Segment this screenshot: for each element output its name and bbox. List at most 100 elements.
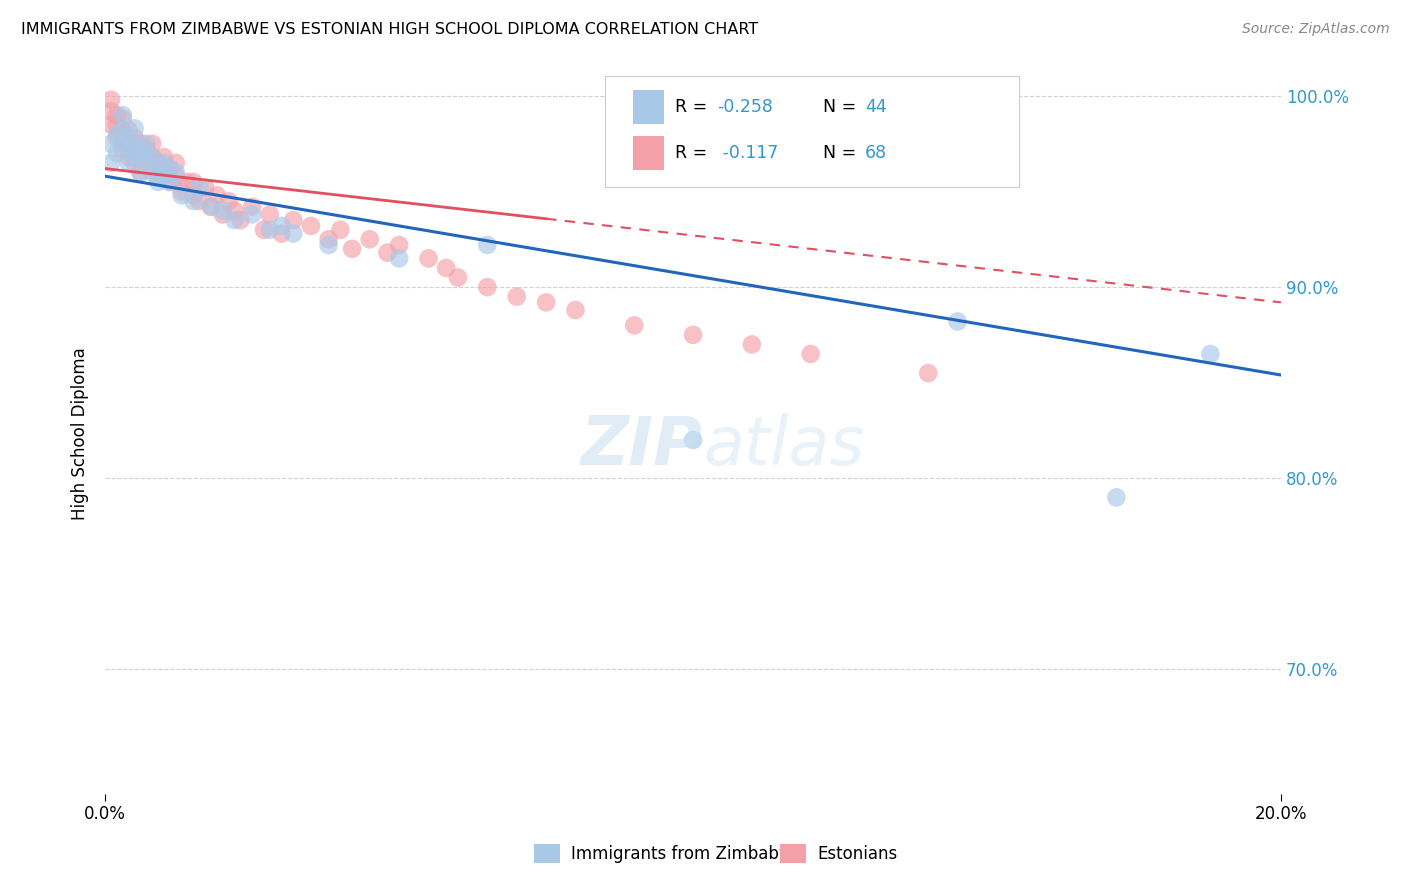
Point: [111, 108, 134, 122]
Point: [741, 337, 763, 351]
Point: [135, 150, 157, 164]
Point: [146, 156, 169, 170]
Point: [183, 188, 205, 202]
Point: [159, 161, 181, 176]
Point: [447, 270, 470, 285]
Point: [129, 146, 152, 161]
Point: [477, 238, 499, 252]
Point: [183, 194, 205, 208]
Point: [159, 175, 181, 189]
Point: [118, 143, 141, 157]
Point: [105, 118, 128, 132]
Text: Estonians: Estonians: [817, 845, 897, 863]
Point: [917, 366, 939, 380]
Point: [111, 136, 134, 151]
Point: [418, 252, 440, 266]
Point: [159, 161, 181, 176]
Point: [377, 245, 399, 260]
Text: -0.258: -0.258: [717, 98, 773, 117]
Point: [205, 188, 228, 202]
Point: [118, 156, 141, 170]
Point: [146, 175, 169, 189]
Point: [100, 118, 122, 132]
Point: [118, 150, 141, 164]
Text: R =: R =: [675, 98, 713, 117]
Point: [129, 143, 152, 157]
Point: [129, 146, 152, 161]
Point: [118, 123, 141, 137]
Point: [100, 136, 122, 151]
Point: [229, 213, 252, 227]
Point: [135, 136, 157, 151]
Point: [141, 150, 163, 164]
Text: IMMIGRANTS FROM ZIMBABWE VS ESTONIAN HIGH SCHOOL DIPLOMA CORRELATION CHART: IMMIGRANTS FROM ZIMBABWE VS ESTONIAN HIG…: [21, 22, 758, 37]
Point: [200, 200, 222, 214]
Y-axis label: High School Diploma: High School Diploma: [72, 347, 89, 520]
Point: [124, 136, 146, 151]
Point: [188, 194, 211, 208]
Point: [159, 175, 181, 189]
Point: [388, 238, 411, 252]
Point: [105, 127, 128, 141]
Point: [170, 185, 193, 199]
Point: [253, 223, 276, 237]
Point: [188, 180, 211, 194]
Point: [100, 104, 122, 119]
Point: [141, 161, 163, 176]
Point: [534, 295, 557, 310]
Point: [1199, 347, 1222, 361]
Point: [270, 219, 292, 233]
Point: [240, 200, 263, 214]
Point: [146, 160, 169, 174]
Point: [141, 165, 163, 179]
Point: [240, 207, 263, 221]
Point: [124, 156, 146, 170]
Point: [183, 175, 205, 189]
Point: [100, 93, 122, 107]
Point: [135, 150, 157, 164]
Point: [153, 165, 176, 179]
Text: R =: R =: [675, 144, 713, 161]
Point: [800, 347, 823, 361]
Point: [200, 200, 222, 214]
Point: [176, 175, 198, 189]
Point: [946, 314, 969, 328]
Text: 44: 44: [865, 98, 886, 117]
Point: [124, 150, 146, 164]
Point: [477, 280, 499, 294]
Text: N =: N =: [823, 144, 862, 161]
Point: [211, 207, 233, 221]
Point: [111, 112, 134, 126]
Point: [359, 232, 381, 246]
Point: [329, 223, 352, 237]
Point: [124, 121, 146, 136]
Point: [340, 242, 363, 256]
Point: [141, 150, 163, 164]
Point: [146, 169, 169, 184]
Point: [100, 156, 122, 170]
Point: [129, 165, 152, 179]
Point: [129, 165, 152, 179]
Point: [105, 146, 128, 161]
Point: [129, 136, 152, 151]
Point: [111, 123, 134, 137]
Text: N =: N =: [823, 98, 862, 117]
Point: [218, 194, 240, 208]
Point: [1105, 491, 1128, 505]
Text: -0.117: -0.117: [717, 144, 779, 161]
Point: [135, 143, 157, 157]
Point: [194, 180, 217, 194]
Point: [682, 433, 704, 447]
Point: [224, 213, 246, 227]
Point: [318, 238, 340, 252]
Point: [283, 213, 305, 227]
Text: ZIP: ZIP: [581, 413, 703, 479]
Point: [118, 131, 141, 145]
Point: [165, 169, 187, 184]
Point: [165, 156, 187, 170]
Point: [259, 223, 281, 237]
Point: [124, 143, 146, 157]
Text: atlas: atlas: [703, 413, 865, 479]
Point: [270, 227, 292, 241]
Text: Source: ZipAtlas.com: Source: ZipAtlas.com: [1241, 22, 1389, 37]
